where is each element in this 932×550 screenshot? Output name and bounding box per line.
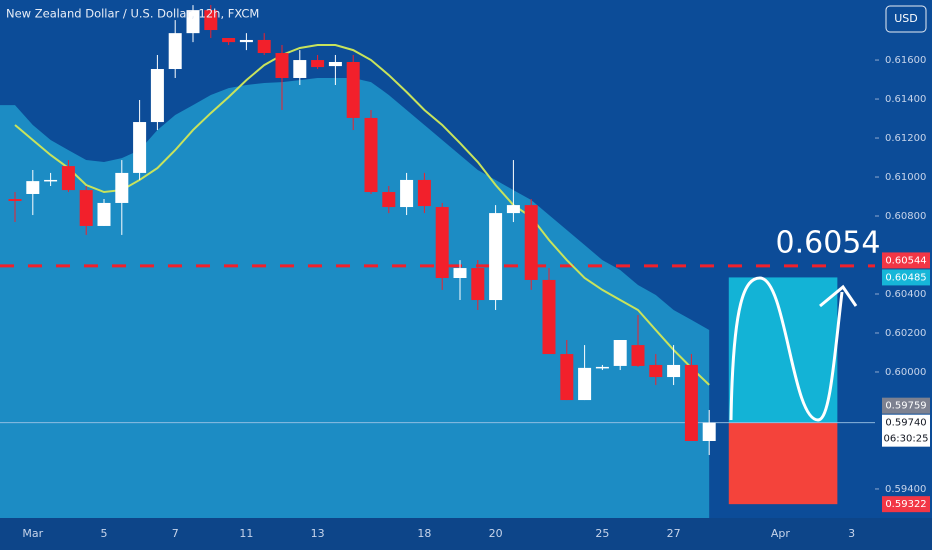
candle-body [578,367,592,401]
band-area [0,77,710,518]
candle-body [222,38,236,43]
x-tick-label: Mar [22,527,43,540]
candle-body [364,117,378,193]
countdown: 06:30:25 [884,434,929,445]
y-tick-label: 0.60800 [885,211,926,222]
price-badge-label: 0.60485 [885,272,926,283]
candle-body [684,364,698,441]
y-tick-label: 0.60400 [885,289,926,300]
candle-body [613,340,627,366]
candle-body [97,202,111,226]
candle-body [328,61,342,67]
candle-body [26,181,40,194]
x-tick-label: 25 [595,527,609,540]
y-tick-label: 0.61400 [885,94,926,105]
candle-body [44,179,58,182]
x-tick-label: 3 [848,527,855,540]
x-tick-label: 13 [311,527,325,540]
candle-body [204,10,218,31]
candle-body [311,60,325,68]
x-tick-label: 5 [101,527,108,540]
candle-body [382,192,396,208]
candle-body [133,122,147,173]
price-badge [882,496,930,513]
x-tick-label: 7 [172,527,179,540]
candle-body [560,354,574,401]
candle-body [453,268,467,279]
y-tick-label: 0.61000 [885,172,926,183]
candle-body [275,53,289,78]
price-badge [882,252,930,269]
price-badge [882,397,930,414]
candle-body [168,33,182,70]
candle-body [595,366,609,369]
candle-body [150,69,164,123]
x-tick-label: 18 [417,527,431,540]
candle-body [524,205,538,280]
candle-body [239,39,253,43]
candle-body [649,364,663,378]
y-tick-label: 0.60200 [885,328,926,339]
candle-body [61,166,75,191]
candle-body [79,190,93,226]
price-badge [882,269,930,286]
x-tick-label: 11 [239,527,253,540]
candle-body [631,345,645,366]
x-tick-label: 20 [489,527,503,540]
price-badge-label: 0.60544 [885,255,926,266]
y-tick-label: 0.60000 [885,367,926,378]
y-tick-label: 0.61600 [885,55,926,66]
candle-body [293,60,307,78]
candle-body [471,268,485,301]
projection-arrowhead [819,284,858,308]
x-tick-label: Apr [771,527,791,540]
candle-body [489,213,503,301]
candle-body [346,61,360,118]
x-tick-label: 27 [667,527,681,540]
candle-body [186,10,200,34]
y-tick-label: 0.61200 [885,133,926,144]
price-badge [882,414,930,447]
target-zone [728,277,838,423]
plot: 0.6054 [0,5,880,518]
currency-button-label[interactable]: USD [894,12,918,25]
candle-body [667,364,681,378]
candle-body [506,205,520,214]
candle-body [257,39,271,54]
candle-body [400,179,414,208]
currency-button[interactable] [885,5,927,33]
stop-zone [728,422,838,505]
chart-title: New Zealand Dollar / U.S. Dollar, 12h, F… [6,7,259,21]
price-badge-label: 0.59740 [885,418,926,429]
candle-body [417,179,431,207]
price-badge-label: 0.59759 [885,401,926,412]
candle-body [702,422,716,441]
y-tick-label: 0.59400 [885,484,926,495]
annotation: 0.6054 [776,226,881,261]
candle-body [542,279,556,355]
projection-curve [729,276,844,422]
moving-average [14,44,710,386]
candle-body [8,199,22,202]
x-axis-strip [0,518,932,550]
price-badge-label: 0.59322 [885,499,926,510]
candle-body [115,172,129,203]
candle-body [435,207,449,279]
